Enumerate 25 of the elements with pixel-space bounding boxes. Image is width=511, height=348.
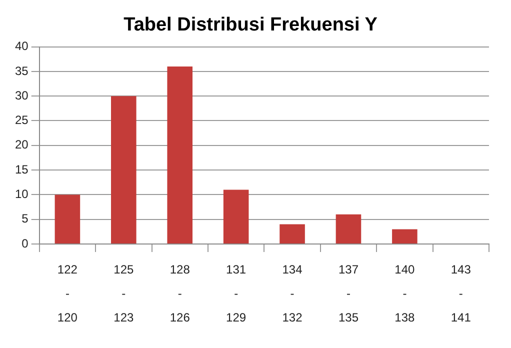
y-tick-label: 0 (22, 236, 29, 250)
bar (54, 194, 80, 244)
y-tick-label: 35 (14, 64, 29, 78)
chart-title: Tabel Distribusi Frekuensi Y (124, 14, 378, 36)
bar (336, 214, 362, 244)
y-tick-label: 5 (22, 212, 29, 226)
x-tick-label: 134 - 132 (282, 262, 303, 324)
x-tick-label: 125 - 123 (114, 262, 134, 324)
y-tick-label: 30 (14, 88, 29, 102)
y-tick-label: 15 (14, 162, 29, 176)
x-tick-label: 131 - 129 (226, 262, 246, 324)
x-tick-label: 140 - 138 (394, 262, 416, 324)
bar (223, 190, 249, 244)
x-tick-label: 137 - 135 (338, 262, 359, 324)
y-tick-label: 20 (14, 138, 29, 152)
bar (167, 66, 193, 244)
bar (280, 224, 305, 244)
y-tick-label: 25 (14, 113, 29, 128)
x-tick-label: 128 - 126 (170, 262, 190, 324)
bar (111, 96, 136, 244)
bar (392, 229, 418, 244)
y-tick-label: 40 (14, 39, 29, 54)
y-tick-label: 10 (14, 187, 29, 202)
x-tick-label: 143 - 141 (450, 262, 472, 324)
x-tick-label: 122 - 120 (57, 262, 78, 324)
